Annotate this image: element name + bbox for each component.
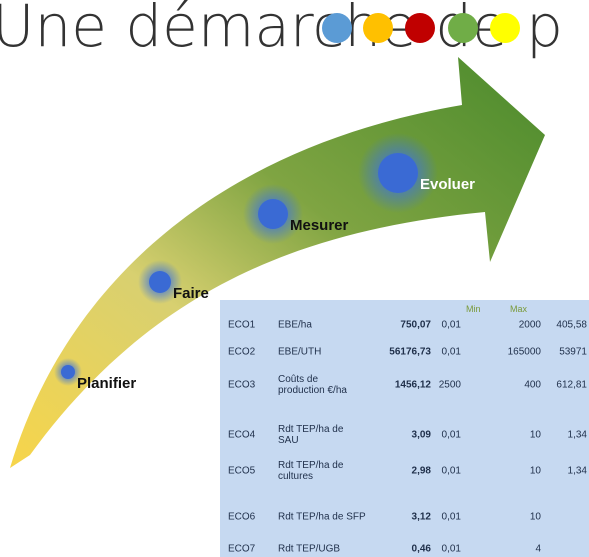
table-cell: 0,01 [431,466,461,477]
table-cell: 10 [481,512,541,523]
table-cell: 400 [481,380,541,391]
dot [490,13,520,43]
table-cell: 4 [481,544,541,555]
step-dot [258,199,288,229]
step-dot [149,271,171,293]
table-cell: ECO1 [228,320,268,331]
table-cell: 1,34 [541,430,587,441]
table-cell: 750,07 [351,320,431,331]
table-cell: 3,09 [351,430,431,441]
table-cell: ECO3 [228,380,268,391]
table-cell: 10 [481,466,541,477]
step-dot [61,365,75,379]
table-cell: 1,34 [541,466,587,477]
step-label: Mesurer [290,217,349,234]
slide: Une démarche de p Planifier Faire Mesurer E… [0,0,589,557]
title: Une démarche de p [0,0,563,60]
table-cell: ECO5 [228,466,268,477]
table-cell: 0,01 [431,320,461,331]
step-label: Faire [173,285,209,302]
dot [448,13,478,43]
step-label: Evoluer [420,176,475,193]
table-cell: ECO4 [228,430,268,441]
table-cell: ECO7 [228,544,268,555]
table-cell: 3,12 [351,512,431,523]
table-cell: 0,01 [431,347,461,358]
table-cell: 0,01 [431,512,461,523]
table-cell: 2500 [431,380,461,391]
table-cell: 0,46 [351,544,431,555]
table-cell: 2000 [481,320,541,331]
table-cell: 53971 [541,347,587,358]
table-cell: 2,98 [351,466,431,477]
dot [363,13,393,43]
table-cell: 405,58 [541,320,587,331]
table-cell: 56176,73 [351,347,431,358]
table-cell: 0,01 [431,544,461,555]
table-cell: ECO2 [228,347,268,358]
step-label: Planifier [77,375,136,392]
table-cell: 10 [481,430,541,441]
table-cell: ECO6 [228,512,268,523]
table-cell: 1456,12 [351,380,431,391]
header-cell: Max [510,304,527,314]
table-cell: 0,01 [431,430,461,441]
table-cell: 165000 [481,347,541,358]
dot [322,13,352,43]
header-cell: Min [466,304,481,314]
table-cell: 612,81 [541,380,587,391]
dot [405,13,435,43]
step-dot [378,153,418,193]
